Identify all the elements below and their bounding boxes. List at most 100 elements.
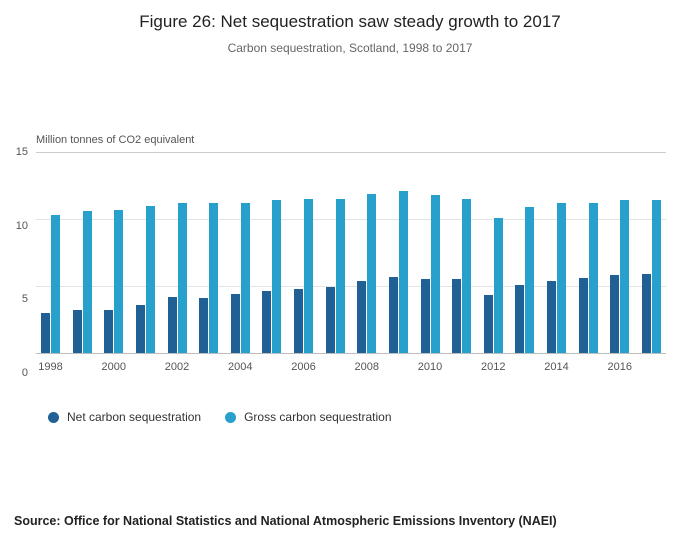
bar-group bbox=[452, 152, 472, 353]
y-tick-label: 15 bbox=[15, 146, 28, 158]
bar-net bbox=[325, 287, 335, 353]
bar-gross bbox=[398, 190, 408, 353]
bar-gross bbox=[51, 214, 60, 353]
chart-area: Million tonnes of CO2 equivalent 15 10 5… bbox=[16, 134, 666, 379]
bar-gross bbox=[82, 210, 92, 353]
chart-subtitle: Carbon sequestration, Scotland, 1998 to … bbox=[227, 41, 473, 55]
legend: Net carbon sequestration Gross carbon se… bbox=[48, 410, 392, 424]
x-tick-label: 2006 bbox=[291, 361, 316, 373]
bar-group bbox=[167, 152, 187, 353]
bar-net bbox=[262, 291, 272, 353]
bar-group bbox=[357, 152, 377, 353]
y-tick-label: 0 bbox=[21, 367, 28, 379]
y-tick-label: 10 bbox=[15, 219, 28, 232]
net-series-dot-icon bbox=[48, 411, 59, 423]
bar-gross bbox=[462, 198, 472, 353]
bar-net bbox=[547, 280, 556, 353]
x-axis-labels: 1998 2000 2002 2004 2006 2008 2010 2012 2014 2016 bbox=[36, 361, 666, 373]
bar-net bbox=[199, 298, 209, 353]
x-tick-label bbox=[579, 361, 598, 373]
bar-gross bbox=[240, 202, 250, 353]
x-tick-label bbox=[326, 361, 345, 373]
bar-net bbox=[72, 310, 82, 353]
bar-group bbox=[483, 152, 503, 353]
bar-group bbox=[41, 152, 60, 353]
bar-net bbox=[610, 275, 620, 353]
bar-net bbox=[357, 280, 367, 353]
bar-group bbox=[262, 152, 282, 353]
bar-group bbox=[135, 152, 155, 353]
legend-item-net: Net carbon sequestration bbox=[48, 410, 201, 424]
x-tick-label: 2010 bbox=[417, 361, 443, 373]
bar-gross bbox=[145, 205, 155, 353]
x-tick-label: 2000 bbox=[101, 361, 126, 373]
x-tick-label bbox=[136, 361, 155, 373]
bar-group bbox=[420, 152, 440, 353]
bar-group bbox=[610, 152, 630, 353]
bar-group bbox=[199, 152, 219, 353]
x-tick-label: 2008 bbox=[354, 361, 379, 373]
bar-gross bbox=[557, 202, 566, 353]
x-tick-label bbox=[73, 361, 92, 373]
x-tick-label bbox=[452, 361, 471, 373]
chart-title: Figure 26: Net sequestration saw steady … bbox=[139, 12, 561, 31]
bar-group bbox=[230, 152, 250, 353]
bar-net bbox=[294, 288, 303, 353]
plot-bars bbox=[36, 152, 666, 353]
x-tick-label bbox=[642, 361, 661, 373]
x-tick-label: 2004 bbox=[228, 361, 253, 373]
y-axis-unit-label: Million tonnes of CO2 equivalent bbox=[36, 134, 195, 146]
bar-net bbox=[41, 312, 50, 353]
bar-net bbox=[167, 296, 177, 353]
x-tick-label bbox=[262, 361, 281, 373]
plot-area bbox=[36, 152, 666, 354]
x-tick-label: 2016 bbox=[607, 361, 632, 373]
x-tick-label bbox=[515, 361, 534, 373]
bar-net bbox=[578, 277, 588, 353]
bar-net bbox=[452, 279, 462, 353]
bar-group bbox=[641, 152, 661, 353]
bar-group bbox=[547, 152, 566, 353]
x-tick-label bbox=[389, 361, 408, 373]
bar-gross bbox=[588, 202, 598, 353]
legend-item-gross: Gross carbon sequestration bbox=[225, 410, 392, 424]
legend-label: Net carbon sequestration bbox=[67, 410, 202, 424]
bar-gross bbox=[430, 194, 440, 353]
bar-group bbox=[578, 152, 598, 353]
gridline bbox=[36, 218, 666, 220]
bar-net bbox=[135, 304, 145, 353]
bar-gross bbox=[493, 217, 503, 353]
bar-gross bbox=[177, 202, 187, 353]
legend-label: Gross carbon sequestration bbox=[244, 410, 392, 424]
x-tick-label: 2002 bbox=[164, 361, 190, 373]
bar-net bbox=[483, 295, 493, 353]
bar-net bbox=[420, 279, 430, 353]
bar-gross bbox=[620, 200, 630, 353]
bar-gross bbox=[304, 198, 313, 353]
source-note: Source: Office for National Statistics a… bbox=[14, 514, 557, 528]
y-tick-label: 5 bbox=[21, 293, 28, 306]
bar-net bbox=[230, 294, 240, 353]
x-tick-label: 2012 bbox=[481, 361, 506, 373]
bar-group bbox=[72, 152, 92, 353]
bar-group bbox=[294, 152, 313, 353]
bar-group bbox=[104, 152, 124, 353]
bar-gross bbox=[367, 193, 377, 353]
bar-gross bbox=[651, 200, 661, 353]
gridline bbox=[36, 285, 666, 287]
x-tick-label: 2014 bbox=[544, 361, 569, 373]
bar-net bbox=[388, 276, 398, 353]
bar-gross bbox=[525, 206, 535, 353]
gridline bbox=[36, 152, 666, 153]
bar-net bbox=[641, 273, 651, 353]
bar-group bbox=[515, 152, 535, 353]
x-tick-label bbox=[199, 361, 218, 373]
bar-gross bbox=[209, 202, 219, 353]
bar-net bbox=[515, 284, 525, 353]
bar-gross bbox=[335, 198, 345, 353]
bar-group bbox=[388, 152, 408, 353]
gross-series-dot-icon bbox=[225, 411, 237, 423]
bar-gross bbox=[272, 200, 282, 353]
bar-gross bbox=[114, 209, 124, 353]
